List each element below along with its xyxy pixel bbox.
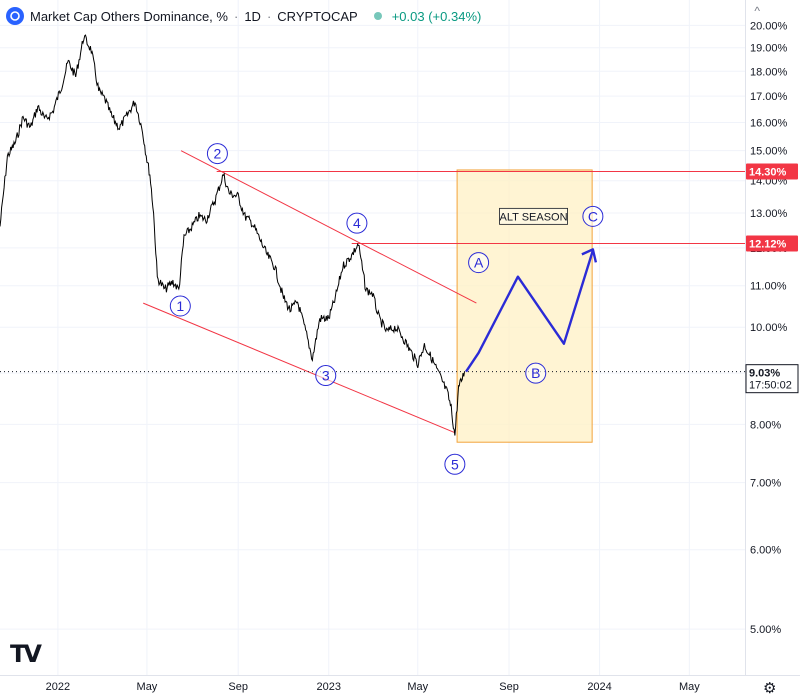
y-tick-label-1: 19.00% bbox=[750, 43, 788, 55]
y-tick-label-0: 20.00% bbox=[750, 20, 788, 32]
last-price-badge bbox=[745, 364, 799, 394]
exchange-label: CRYPTOCAP bbox=[277, 8, 358, 24]
y-tick-label-4: 16.00% bbox=[750, 118, 788, 130]
abc-projection-path bbox=[465, 250, 595, 373]
trendline-1 bbox=[180, 150, 477, 304]
interval-label[interactable]: 1D bbox=[244, 8, 261, 24]
wave-label-circle-A bbox=[468, 252, 490, 274]
wave-label-4: 4 bbox=[353, 215, 361, 231]
wave-label-circle-1 bbox=[169, 295, 191, 317]
wave-label-circle-3 bbox=[315, 365, 337, 387]
x-tick-label-6: 2024 bbox=[587, 681, 611, 693]
annotation-text-0: ALT SEASON bbox=[499, 211, 567, 223]
price-line bbox=[0, 34, 465, 436]
wave-label-1: 1 bbox=[176, 298, 184, 314]
time-axis-bg bbox=[0, 675, 800, 700]
y-tick-label-13: 7.00% bbox=[750, 478, 781, 490]
x-tick-label-3: 2023 bbox=[316, 681, 340, 693]
wave-label-circle-B bbox=[525, 362, 547, 384]
y-tick-label-7: 13.00% bbox=[750, 208, 788, 220]
wave-label-5: 5 bbox=[451, 456, 459, 472]
price-axis-bg bbox=[745, 0, 800, 700]
trendline-0 bbox=[143, 302, 456, 434]
symbol-title[interactable]: Market Cap Others Dominance, % bbox=[30, 8, 228, 24]
y-tick-label-12: 8.00% bbox=[750, 419, 781, 431]
projection-arrow-head bbox=[581, 248, 598, 263]
wave-label-A: A bbox=[474, 255, 484, 271]
wave-label-2: 2 bbox=[214, 146, 222, 162]
level-badge-text-1: 12.12% bbox=[749, 239, 787, 251]
level-badge-0 bbox=[746, 163, 798, 180]
cryptocap-logo[interactable] bbox=[6, 7, 24, 25]
wave-label-circle-2 bbox=[206, 143, 228, 165]
y-tick-label-10: 10.00% bbox=[750, 322, 788, 334]
level-badge-text-0: 14.30% bbox=[749, 166, 787, 178]
last-price-value: 9.03% bbox=[749, 368, 780, 380]
x-tick-label-4: May bbox=[407, 681, 428, 693]
y-tick-label-15: 5.00% bbox=[750, 624, 781, 636]
chart-legend: Market Cap Others Dominance, % · 1D · CR… bbox=[6, 6, 481, 26]
y-tick-label-2: 18.00% bbox=[750, 66, 788, 78]
y-tick-label-14: 6.00% bbox=[750, 545, 781, 557]
wave-label-C: C bbox=[588, 208, 598, 224]
annotation-box-0 bbox=[499, 207, 568, 225]
wave-label-circle-5 bbox=[444, 453, 466, 475]
wave-label-circle-C bbox=[582, 205, 604, 227]
x-tick-label-7: May bbox=[679, 681, 700, 693]
wave-label-circle-4 bbox=[346, 212, 368, 234]
market-status-dot bbox=[373, 12, 382, 20]
level-badge-1 bbox=[746, 235, 798, 252]
price-change: +0.03 (+0.34%) bbox=[391, 8, 482, 24]
tradingview-logo[interactable]: TV bbox=[10, 640, 42, 668]
bar-countdown: 17:50:02 bbox=[749, 380, 792, 392]
y-tick-label-3: 17.00% bbox=[750, 91, 788, 103]
x-tick-label-2: Sep bbox=[228, 681, 248, 693]
x-tick-label-1: May bbox=[137, 681, 158, 693]
wave-label-3: 3 bbox=[322, 368, 330, 384]
caret-icon[interactable]: ^ bbox=[754, 4, 760, 18]
x-tick-label-5: Sep bbox=[499, 681, 519, 693]
y-tick-label-5: 15.00% bbox=[750, 146, 788, 158]
y-tick-label-9: 11.00% bbox=[750, 281, 787, 293]
wave-label-B: B bbox=[531, 365, 540, 381]
x-tick-label-0: 2022 bbox=[46, 681, 70, 693]
gear-icon[interactable]: ⚙ bbox=[763, 680, 777, 697]
